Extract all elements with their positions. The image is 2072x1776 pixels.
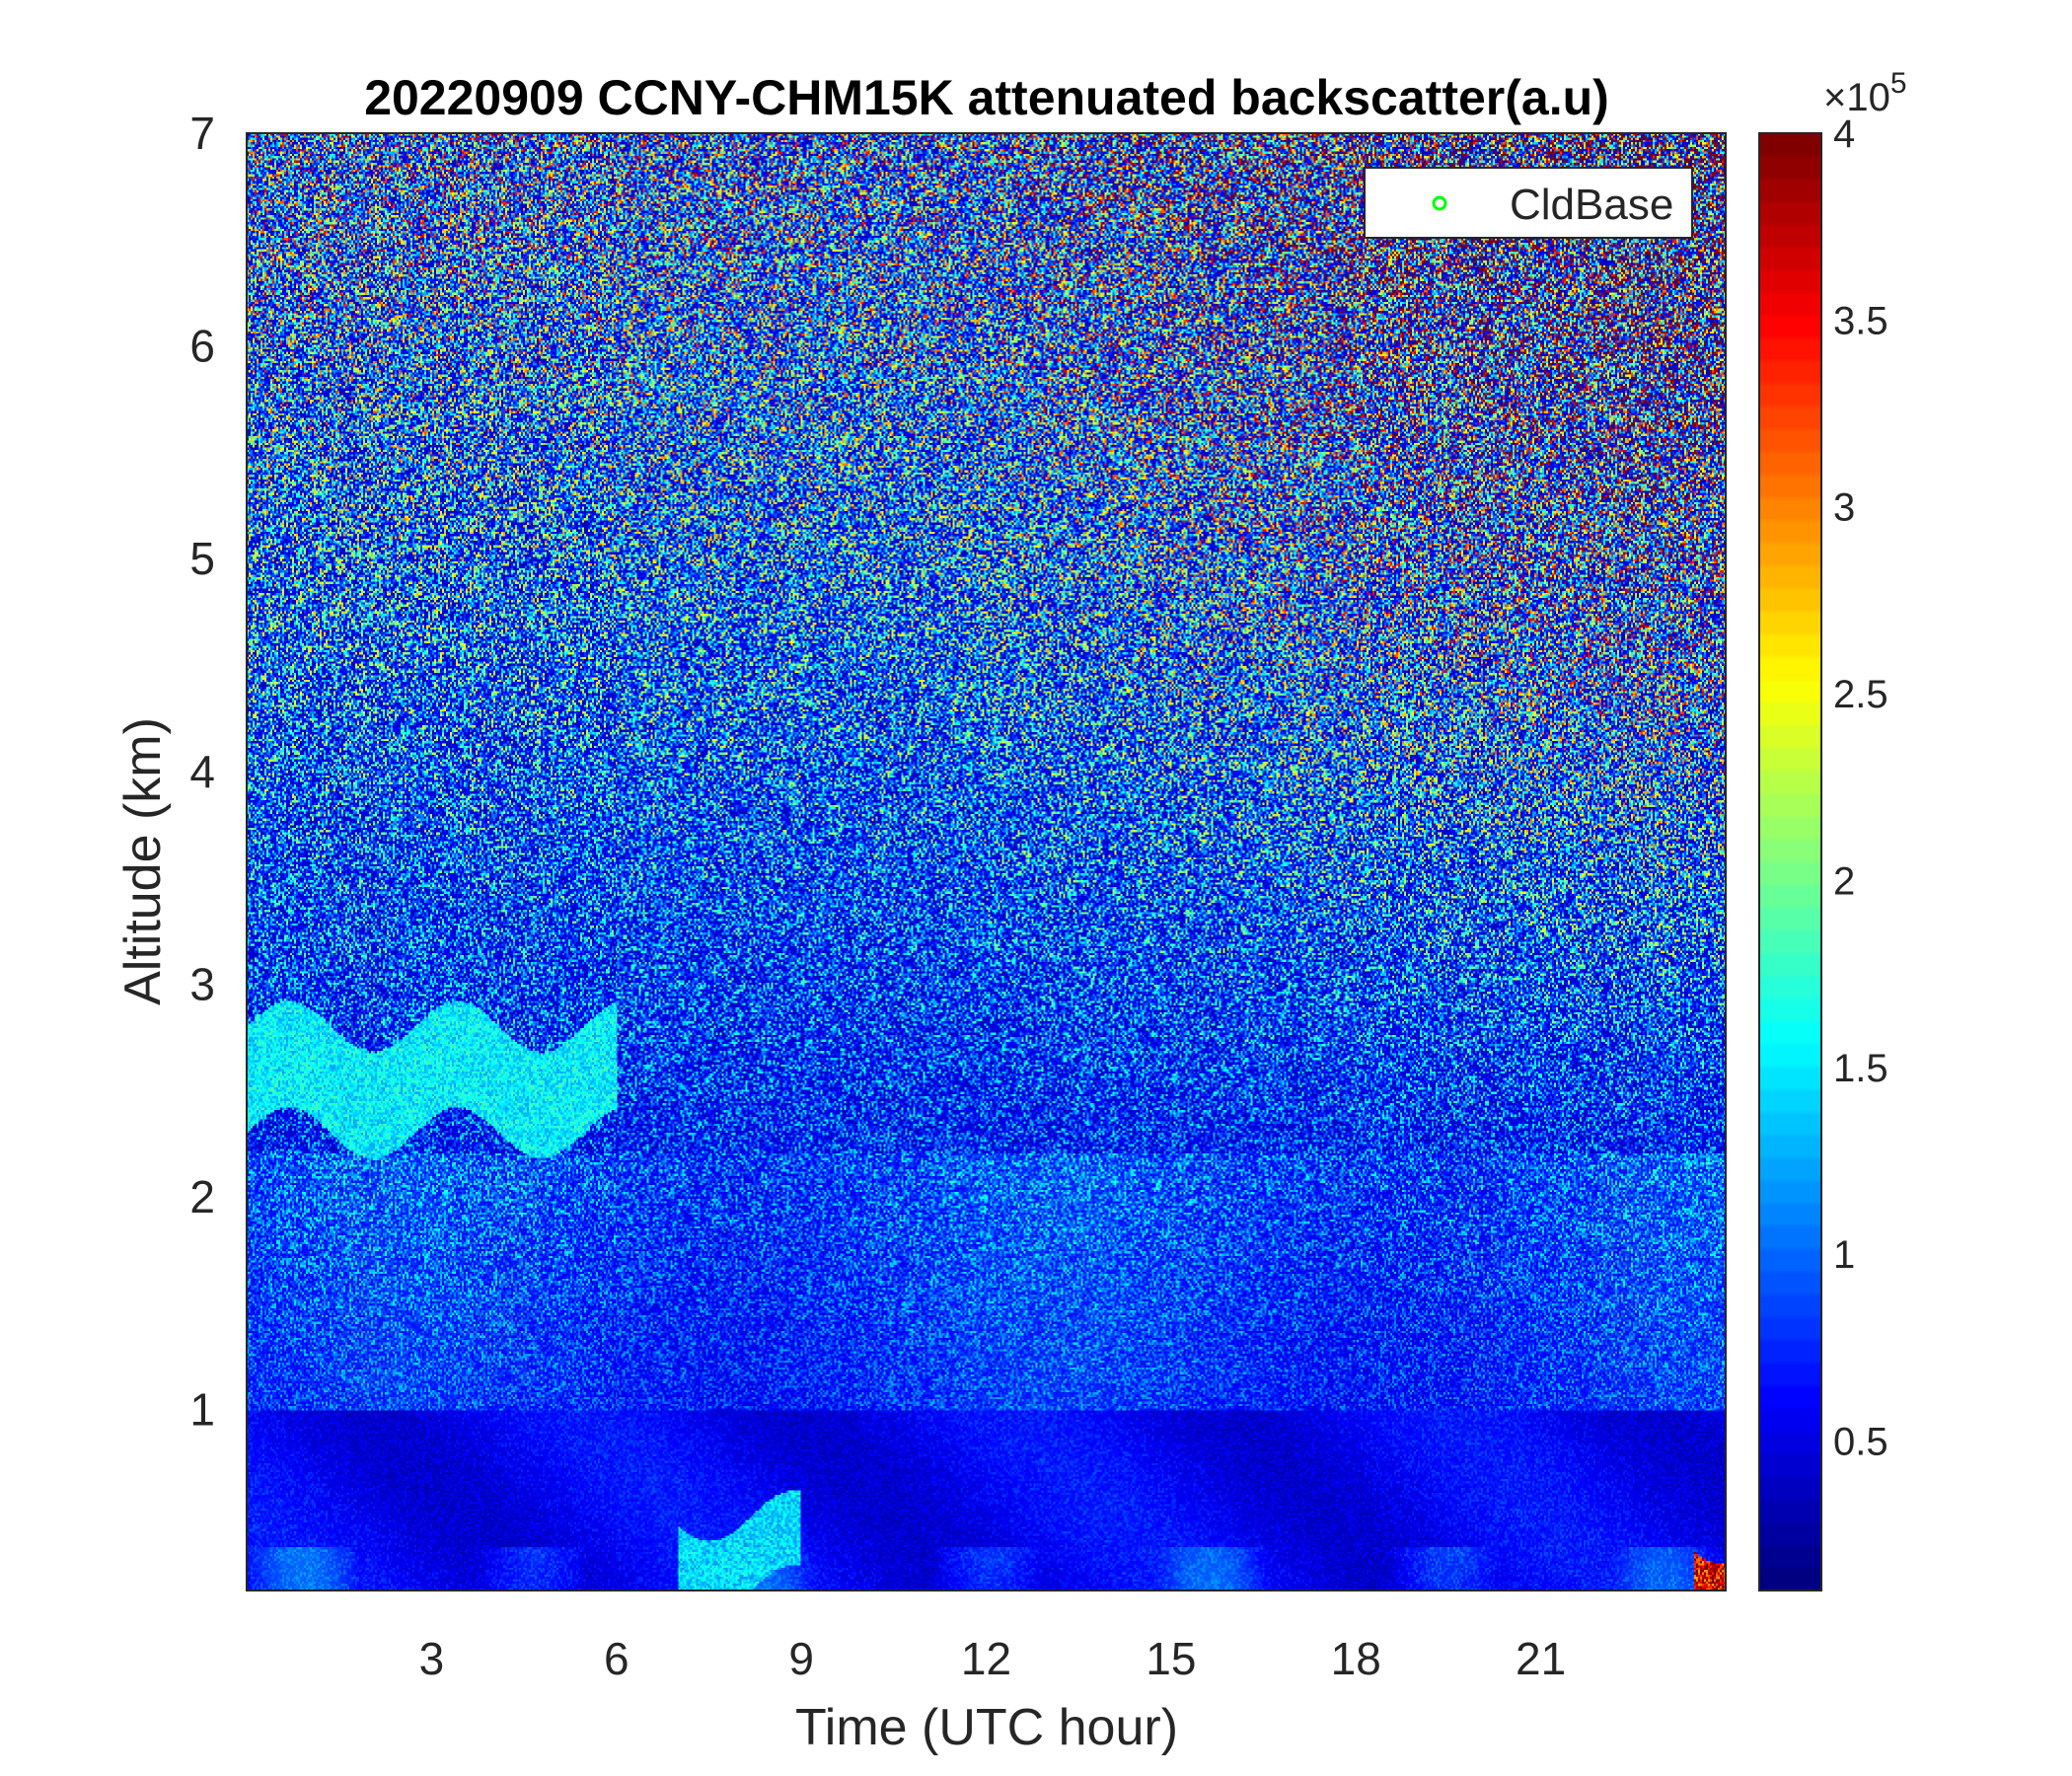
x-tick-label: 18	[1331, 1633, 1381, 1684]
y-axis-label: Altitude (km)	[114, 717, 172, 1005]
colorbar-tick-label: 3	[1833, 486, 1855, 530]
colorbar-multiplier-base: ×10	[1823, 76, 1890, 119]
colorbar-tick-label: 2.5	[1833, 673, 1888, 716]
colorbar-multiplier: ×105	[1823, 67, 1907, 119]
chart-title: 20220909 CCNY-CHM15K attenuated backscat…	[364, 70, 1609, 125]
y-tick-label: 2	[189, 1171, 215, 1222]
colorbar-tick-label: 1.5	[1833, 1047, 1888, 1090]
x-tick-label: 6	[604, 1633, 629, 1684]
colorbar-tick-label: 0.5	[1833, 1421, 1888, 1464]
colorbar-tick-label: 4	[1833, 112, 1855, 156]
colorbar-tick-label: 3.5	[1833, 299, 1888, 342]
x-tick-label: 9	[788, 1633, 814, 1684]
colorbar-multiplier-exponent: 5	[1890, 67, 1907, 100]
colorbar-tick-label: 1	[1833, 1233, 1855, 1277]
colorbar-tick-label: 2	[1833, 859, 1855, 903]
x-tick-label: 21	[1516, 1633, 1566, 1684]
svg-text:×105: ×105	[1823, 67, 1907, 119]
y-tick-label: 7	[189, 108, 215, 159]
x-tick-label: 12	[961, 1633, 1011, 1684]
y-tick-label: 5	[189, 533, 215, 584]
x-axis: 3 6 9 12 15 18 21	[419, 133, 1566, 1684]
colorbar	[1759, 133, 1821, 1591]
x-axis-label: Time (UTC hour)	[795, 1699, 1178, 1756]
colorbar-axis: 0.5 1 1.5 2 2.5 3 3.5 4	[1759, 112, 1888, 1464]
y-tick-label: 3	[189, 958, 215, 1009]
y-tick-label: 6	[189, 321, 215, 372]
y-tick-label: 1	[189, 1384, 215, 1436]
backscatter-heatmap	[247, 133, 1726, 1591]
y-tick-label: 4	[189, 746, 215, 797]
x-tick-label: 3	[419, 1633, 445, 1684]
x-tick-label: 15	[1146, 1633, 1196, 1684]
